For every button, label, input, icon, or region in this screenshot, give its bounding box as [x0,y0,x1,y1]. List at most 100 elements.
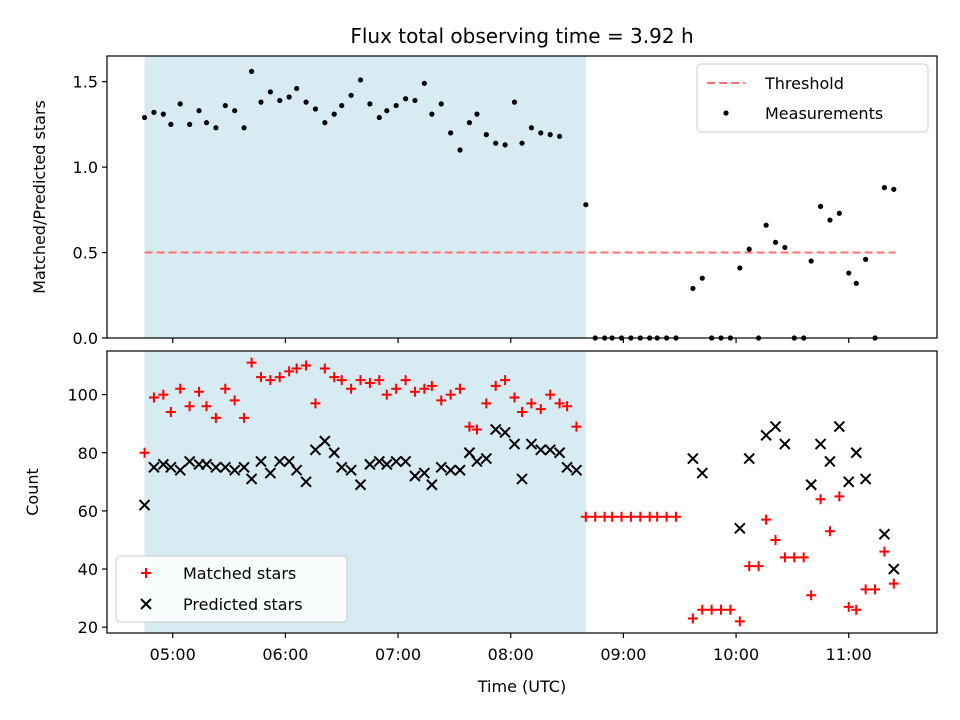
data-point [516,473,528,485]
y-tick-label: 40 [78,560,98,579]
data-point [806,590,817,601]
data-point [429,111,435,117]
data-point [570,464,583,476]
data-point [393,102,399,109]
data-point [746,246,752,252]
data-point [348,92,354,98]
data-point [148,392,159,403]
data-point [493,140,499,146]
data-point [547,132,553,138]
data-point [409,386,420,397]
legend-box [115,555,348,623]
data-point [851,604,862,615]
data-point [274,372,285,383]
data-point [687,452,699,465]
data-point [517,407,527,418]
data-point [158,389,169,400]
data-point [444,464,457,476]
data-point [435,461,447,473]
data-point [661,511,672,522]
data-point [789,552,800,563]
data-point [457,147,463,153]
legend-measurements-swatch [723,110,729,116]
data-point [328,447,340,459]
data-point [571,421,582,432]
data-point [264,467,277,479]
data-point [853,280,859,286]
data-point [769,420,782,433]
data-point [782,244,788,251]
data-point [834,491,845,502]
legend: Matched stars Predicted stars [115,555,348,623]
data-point [562,401,573,412]
data-point [336,461,348,473]
data-point [241,125,247,131]
data-point [210,412,221,423]
series-measurements [141,68,897,341]
data-point [652,511,663,522]
observing-window-shade [144,56,586,338]
data-point [151,109,157,115]
data-point [760,429,772,442]
legend-label: Measurements [765,104,883,123]
data-point [526,398,537,409]
y-tick-label: 60 [78,502,98,521]
x-tick-label: 08:00 [488,645,534,664]
data-point [734,522,746,535]
data-point [400,375,411,386]
data-point [525,438,538,450]
data-point [200,458,213,471]
data-point [357,77,364,83]
data-point [322,120,328,126]
data-point [561,461,573,473]
data-point [267,89,273,95]
y-tick-label: 0.5 [73,244,98,263]
data-point [583,202,589,208]
data-point [464,421,475,432]
data-point [466,120,473,126]
data-point [779,438,791,450]
data-point [879,546,890,557]
data-point [846,270,852,276]
data-point [210,461,222,473]
legend-label: Threshold [764,74,844,93]
data-point [381,458,393,471]
data-point [319,363,330,374]
data-point [219,461,232,473]
y-tick-label: 20 [78,618,98,637]
data-point [258,99,264,105]
x-axis-label: Time (UTC) [477,677,566,696]
data-point [373,455,385,468]
legend-predicted-swatch [140,598,152,610]
data-point [391,383,402,394]
data-point [863,256,869,262]
data-point [238,461,250,473]
data-point [232,108,238,114]
data-point [625,511,636,522]
data-point [345,464,357,476]
x-tick-label: 11:00 [826,645,872,664]
data-point [743,452,755,465]
data-point [412,97,418,104]
data-point [859,473,872,485]
data-point [690,285,696,292]
data-point [157,458,170,471]
data-point [878,528,891,540]
data-point [194,386,205,397]
data-point [203,120,210,126]
legend-label: Predicted stars [183,595,303,614]
data-point [471,424,482,435]
data-point [303,99,309,105]
bottom-panel: 20 40 60 80 100 05:00 06:00 07:00 08:00 09:00 10:0… [67,350,938,664]
data-point [490,423,502,436]
data-point [329,372,340,383]
legend: Threshold Measurements [696,63,929,133]
data-point [808,258,814,264]
data-point [481,398,492,409]
data-point [471,455,483,468]
data-point [556,133,563,139]
data-point [165,407,176,418]
data-point [183,455,196,468]
data-point [753,561,764,572]
data-point [175,383,186,394]
